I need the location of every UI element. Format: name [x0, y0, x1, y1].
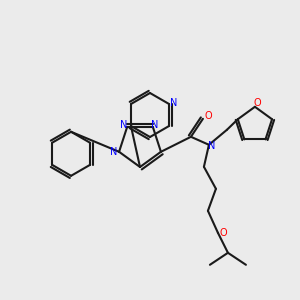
Text: O: O	[253, 98, 261, 108]
Text: N: N	[120, 120, 128, 130]
Text: N: N	[170, 98, 178, 108]
Text: N: N	[151, 120, 159, 130]
Text: N: N	[110, 147, 118, 157]
Text: O: O	[219, 228, 227, 238]
Text: O: O	[204, 111, 212, 121]
Text: N: N	[208, 141, 216, 151]
